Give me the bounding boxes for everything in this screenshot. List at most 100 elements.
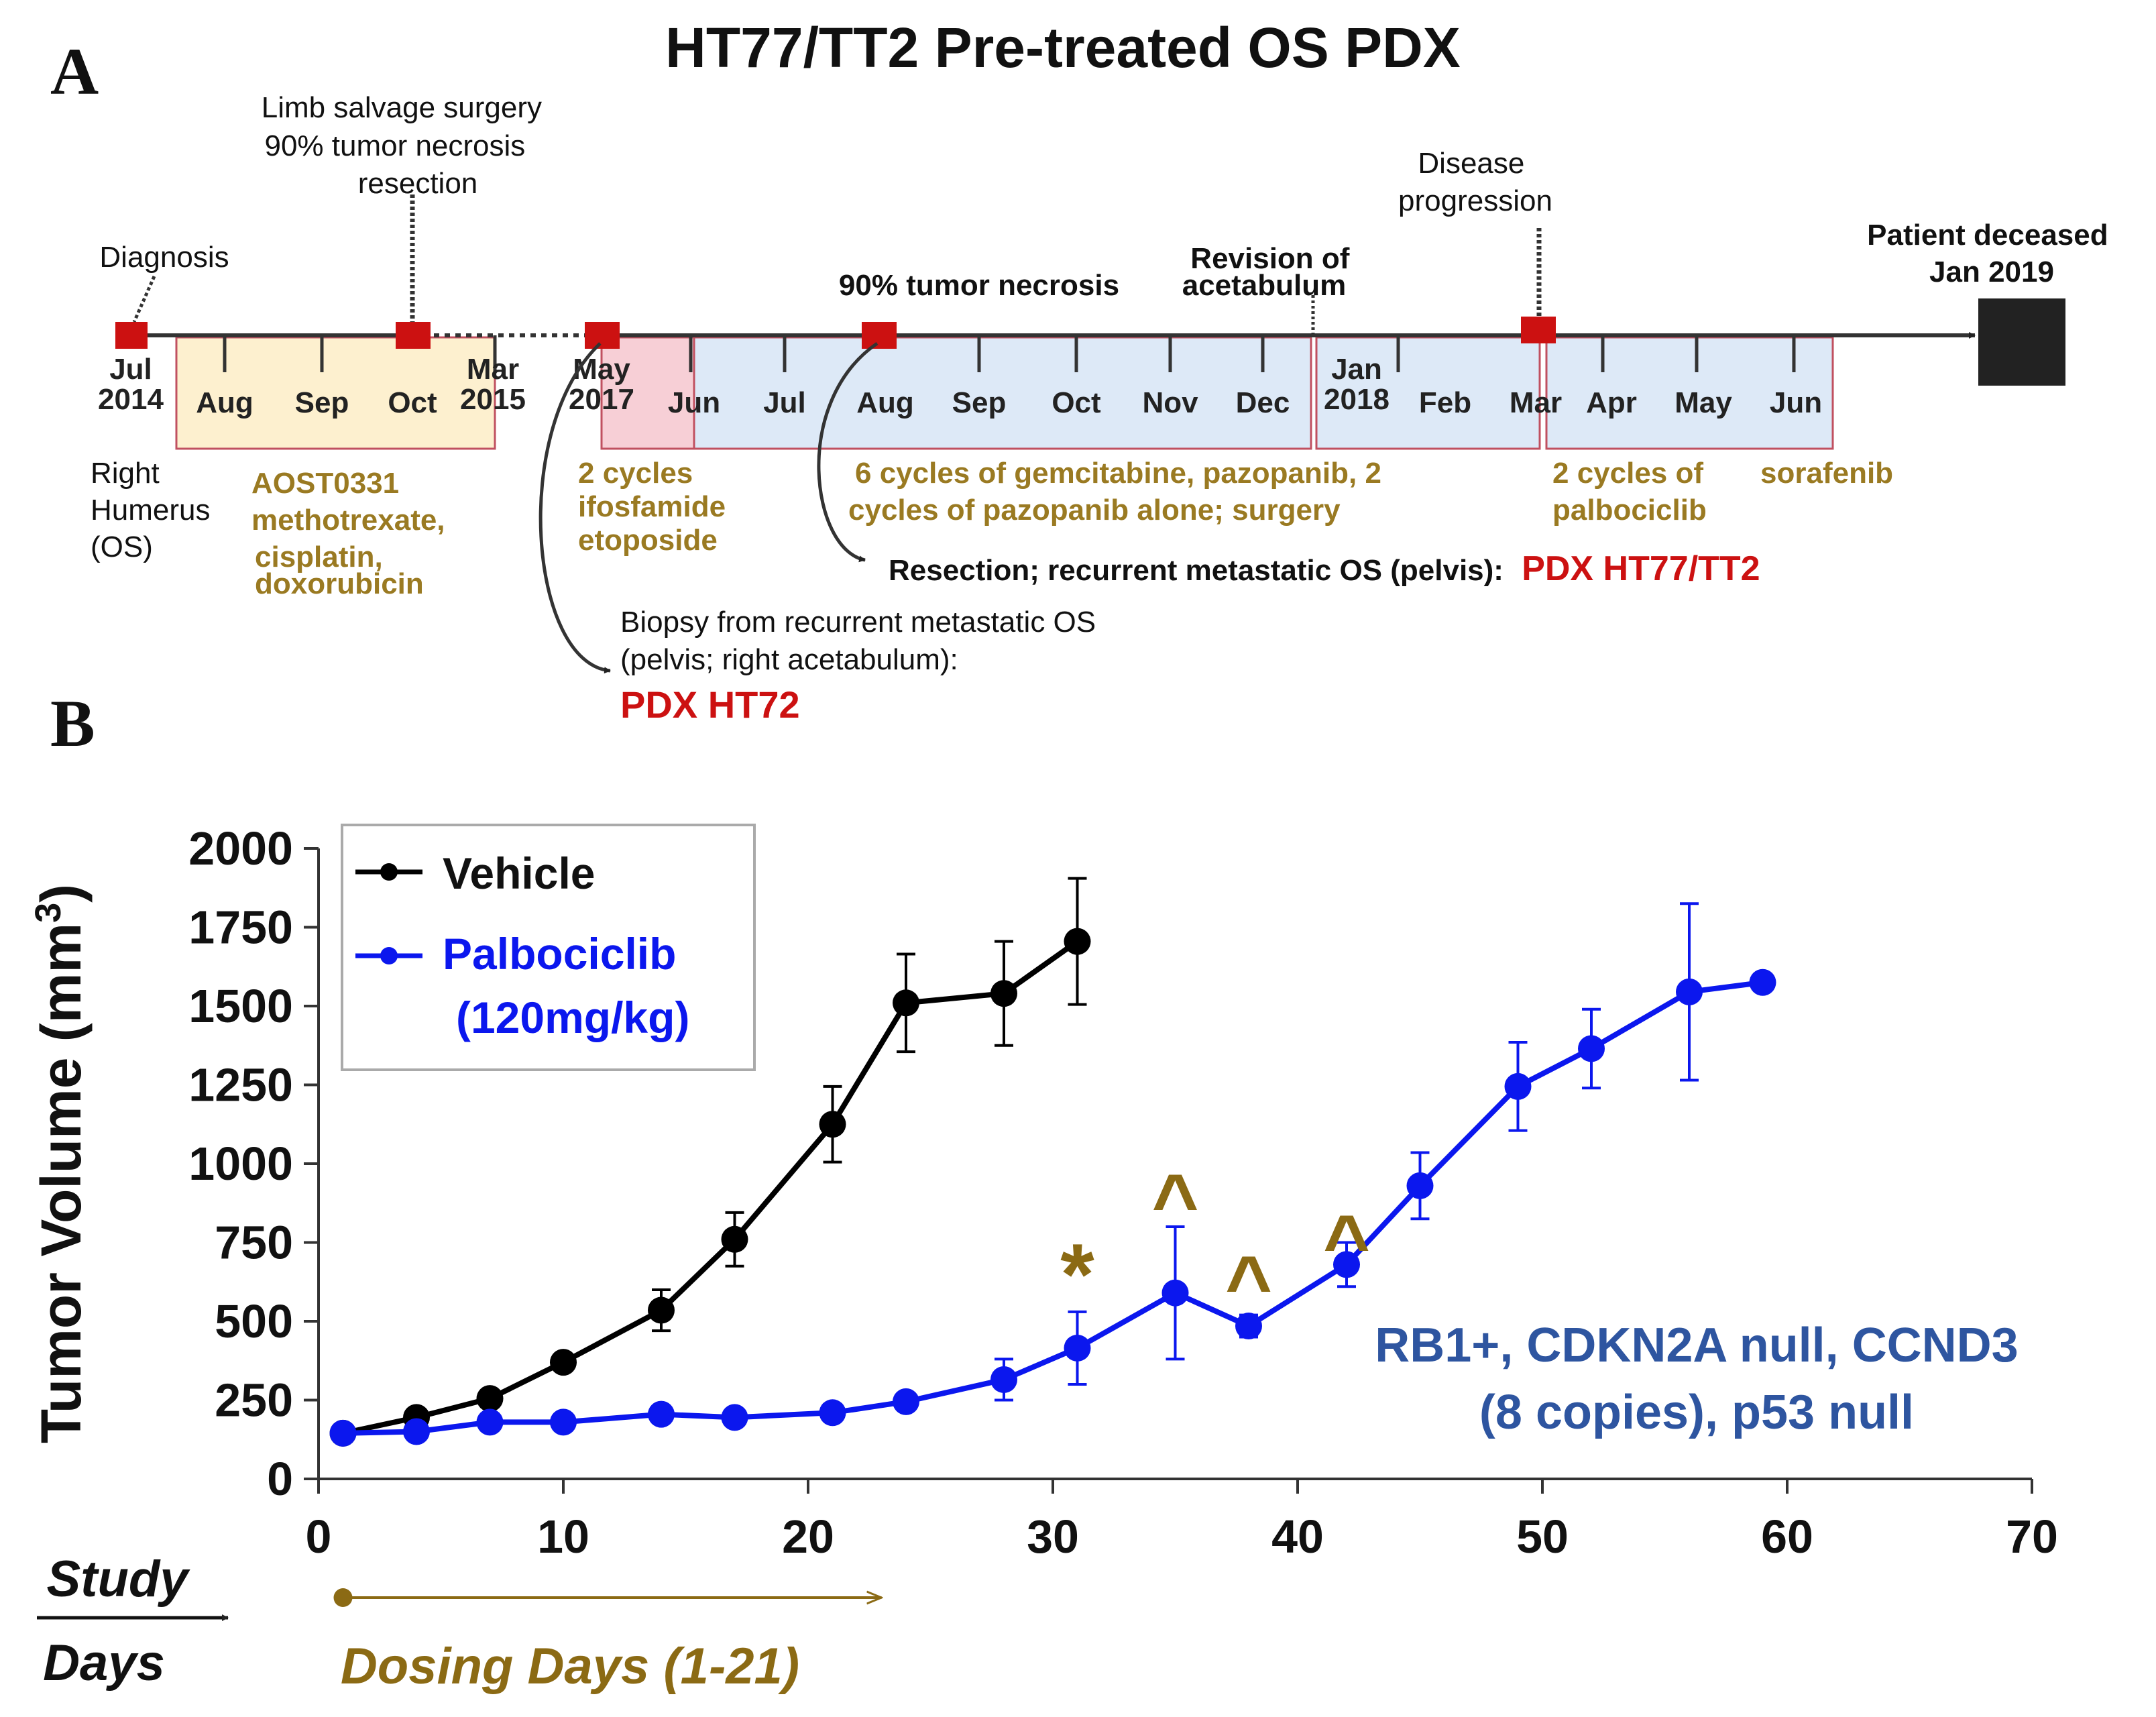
genotype-line-1: RB1+, CDKN2A null, CCND3 xyxy=(1375,1319,2018,1372)
x-axis-label-days: Days xyxy=(43,1635,165,1692)
x-tick-label: 0 xyxy=(306,1510,332,1563)
x-tick-label: 60 xyxy=(1761,1510,1813,1563)
data-point xyxy=(1333,1251,1360,1278)
legend-marker-palbociclib xyxy=(380,947,398,964)
aost-label: AOST0331 methotrexate, cisplatin, doxoru… xyxy=(251,467,453,600)
data-point xyxy=(819,1399,846,1427)
data-point xyxy=(1578,1035,1605,1062)
month-label: Jan 2018 xyxy=(1324,353,1389,416)
y-tick-label: 1500 xyxy=(188,980,293,1032)
month-label: Apr xyxy=(1586,386,1637,419)
palbo-box xyxy=(1545,336,1834,450)
dosing-label: Dosing Days (1-21) xyxy=(341,1638,799,1695)
legend-label-dose: (120mg/kg) xyxy=(456,993,689,1042)
data-point xyxy=(721,1225,748,1253)
sora-label: sorafenib xyxy=(1760,457,1893,490)
significance-marker: ^ xyxy=(1225,1239,1272,1329)
month-label: Jun xyxy=(668,386,720,419)
gem-label: 6 cycles of gemcitabine, pazopanib, 2 cy… xyxy=(848,457,1389,527)
resection-label: Resection; recurrent metastatic OS (pelv… xyxy=(889,549,1760,588)
growth-chart: 0 250 500 750 1000 1250 1500 1750 2000 0 10 20 30 40 5… xyxy=(28,822,2058,1695)
data-point xyxy=(1406,1172,1434,1199)
month-labels: Jul 2014 Aug Sep Oct Mar 2015 May 2017 Jun Jul Aug S… xyxy=(98,353,1822,419)
biopsy-pdx: PDX HT72 xyxy=(620,683,800,726)
progression-label: Disease progression xyxy=(1398,147,1552,217)
month-label: Jun xyxy=(1770,386,1822,419)
aost-box xyxy=(175,336,496,450)
series-palbociclib xyxy=(329,902,1776,1447)
data-point xyxy=(1504,1072,1532,1100)
y-tick-label: 1250 xyxy=(188,1059,293,1111)
x-axis-label-study: Study xyxy=(46,1551,190,1608)
month-label: Dec xyxy=(1236,386,1290,419)
data-point xyxy=(550,1408,577,1436)
revision-box xyxy=(1315,336,1541,450)
y-axis-label: Tumor Volume (mm3) xyxy=(28,884,93,1443)
month-label: May 2017 xyxy=(569,353,634,416)
panel-b-label: B xyxy=(50,686,95,761)
data-point xyxy=(1064,928,1091,955)
palbo-label: 2 cycles of palbociclib xyxy=(1552,457,1711,527)
x-tick-label: 20 xyxy=(782,1510,834,1563)
month-label: Nov xyxy=(1142,386,1198,419)
resection-arrow xyxy=(817,341,878,563)
data-point xyxy=(648,1400,675,1428)
biopsy-arrow xyxy=(538,342,611,674)
ifos-label: 2 cycles ifosfamide etoposide xyxy=(578,457,734,557)
data-point xyxy=(893,989,919,1017)
x-tick-label: 10 xyxy=(537,1510,589,1563)
data-point xyxy=(990,1366,1017,1393)
biopsy-label: Biopsy from recurrent metastatic OS (pel… xyxy=(620,606,1104,676)
month-label: Sep xyxy=(295,386,349,419)
data-point xyxy=(1235,1313,1262,1340)
resection-marker xyxy=(862,322,897,349)
month-label: Mar 2015 xyxy=(460,353,526,416)
month-label: Oct xyxy=(1052,386,1101,419)
progression-marker xyxy=(1521,317,1556,343)
diagnosis-label: Diagnosis xyxy=(99,241,229,274)
month-label: Feb xyxy=(1419,386,1471,419)
data-point xyxy=(476,1408,504,1436)
revision-label: Revision of acetabulum xyxy=(1182,242,1358,302)
ifos-box xyxy=(600,336,695,450)
x-tick-label: 30 xyxy=(1027,1510,1079,1563)
limb-label: Limb salvage surgery 90% tumor necrosis … xyxy=(262,91,550,200)
month-label: Jul 2014 xyxy=(98,353,164,416)
legend: Vehicle Palbociclib (120mg/kg) xyxy=(341,824,756,1071)
deceased-box xyxy=(1978,298,2065,386)
diagnosis-connector xyxy=(132,275,156,323)
month-label: Sep xyxy=(952,386,1007,419)
month-label: Mar xyxy=(1510,386,1562,419)
biopsy-marker xyxy=(585,322,620,349)
data-point xyxy=(721,1404,748,1431)
x-tick-label: 40 xyxy=(1271,1510,1324,1563)
data-point xyxy=(1064,1334,1091,1362)
data-point xyxy=(648,1296,675,1324)
genotype-line-2: (8 copies), p53 null xyxy=(1479,1386,1914,1439)
y-tick-label: 1000 xyxy=(188,1138,293,1190)
month-label: May xyxy=(1675,386,1732,419)
significance-marker: ^ xyxy=(1151,1158,1198,1248)
legend-label-palbociclib: Palbociclib xyxy=(443,929,676,979)
dosing-start-dot xyxy=(333,1588,353,1607)
limb-marker xyxy=(396,322,431,349)
legend-label-vehicle: Vehicle xyxy=(443,848,595,898)
data-point xyxy=(329,1419,357,1447)
legend-marker-vehicle xyxy=(380,863,398,881)
month-label: Aug xyxy=(856,386,914,419)
y-tick-label: 750 xyxy=(215,1217,293,1269)
month-label: Aug xyxy=(196,386,253,419)
series-line xyxy=(342,939,1079,1436)
y-tick-label: 250 xyxy=(215,1374,293,1427)
y-tick-label: 0 xyxy=(267,1453,293,1505)
diagnosis-marker xyxy=(115,322,148,349)
y-tick-label: 1750 xyxy=(188,901,293,954)
significance-marker: ^ xyxy=(1323,1199,1370,1288)
data-point xyxy=(476,1385,504,1413)
site-label: Right Humerus (OS) xyxy=(91,457,219,563)
data-point xyxy=(550,1349,577,1376)
data-point xyxy=(990,980,1017,1007)
data-point xyxy=(1161,1279,1189,1307)
x-tick-label: 70 xyxy=(2006,1510,2058,1563)
deceased-label: Patient deceased Jan 2019 xyxy=(1867,219,2116,288)
